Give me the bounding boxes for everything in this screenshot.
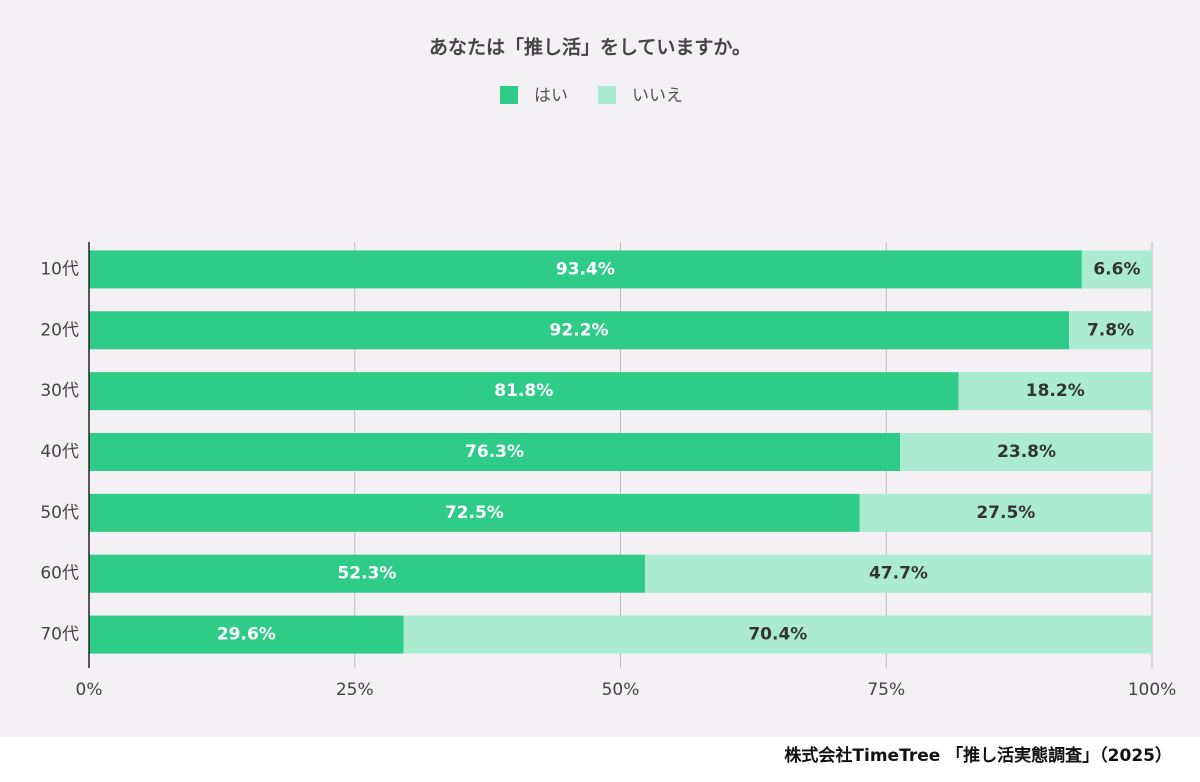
chart-title: あなたは「推し活」をしていますか。 xyxy=(429,36,751,59)
bar-segment xyxy=(403,615,1152,654)
bar-segment xyxy=(89,250,1082,289)
bar-segment xyxy=(900,433,1154,471)
value-label: 70.4% xyxy=(748,625,807,645)
y-tick-label: 20代 xyxy=(40,320,79,340)
bar-segment xyxy=(958,372,1152,411)
bar-segment xyxy=(89,311,1070,350)
chart-background xyxy=(0,0,1200,737)
value-label: 92.2% xyxy=(550,320,609,340)
x-tick-label: 100% xyxy=(1128,680,1177,700)
x-tick-label: 0% xyxy=(76,680,103,700)
value-label: 7.8% xyxy=(1087,320,1134,340)
value-label: 47.7% xyxy=(869,564,928,584)
x-tick-label: 75% xyxy=(867,680,905,700)
bar-segment xyxy=(89,372,959,411)
x-tick-label: 25% xyxy=(336,680,374,700)
y-tick-label: 60代 xyxy=(40,564,79,584)
legend-swatch xyxy=(500,86,518,104)
source: 株式会社TimeTree 「推し活実態調査」（2025） xyxy=(784,745,1172,766)
value-label: 81.8% xyxy=(494,381,553,401)
legend-label: いいえ xyxy=(632,86,683,106)
bar-segment xyxy=(1081,250,1152,289)
value-label: 23.8% xyxy=(997,442,1056,462)
legend-label: はい xyxy=(534,86,568,106)
bar-segment xyxy=(859,493,1152,532)
value-label: 18.2% xyxy=(1026,381,1085,401)
y-tick-label: 70代 xyxy=(40,625,79,645)
value-label: 72.5% xyxy=(445,503,504,523)
y-tick-label: 50代 xyxy=(40,503,79,523)
value-label: 29.6% xyxy=(217,625,276,645)
value-label: 52.3% xyxy=(337,564,396,584)
value-label: 93.4% xyxy=(556,259,615,279)
y-tick-label: 40代 xyxy=(40,442,79,462)
value-label: 76.3% xyxy=(465,442,524,462)
bar-segment xyxy=(1069,311,1152,350)
y-tick-label: 30代 xyxy=(40,381,79,401)
bar-segment xyxy=(644,554,1152,593)
bar-segment xyxy=(89,433,901,471)
legend-swatch xyxy=(598,86,616,104)
x-tick-label: 50% xyxy=(602,680,640,700)
value-label: 6.6% xyxy=(1093,259,1140,279)
bar-segment xyxy=(89,554,645,593)
bar-segment xyxy=(89,493,860,532)
value-label: 27.5% xyxy=(976,503,1035,523)
y-tick-label: 10代 xyxy=(40,259,79,279)
bar-segment xyxy=(89,615,404,654)
